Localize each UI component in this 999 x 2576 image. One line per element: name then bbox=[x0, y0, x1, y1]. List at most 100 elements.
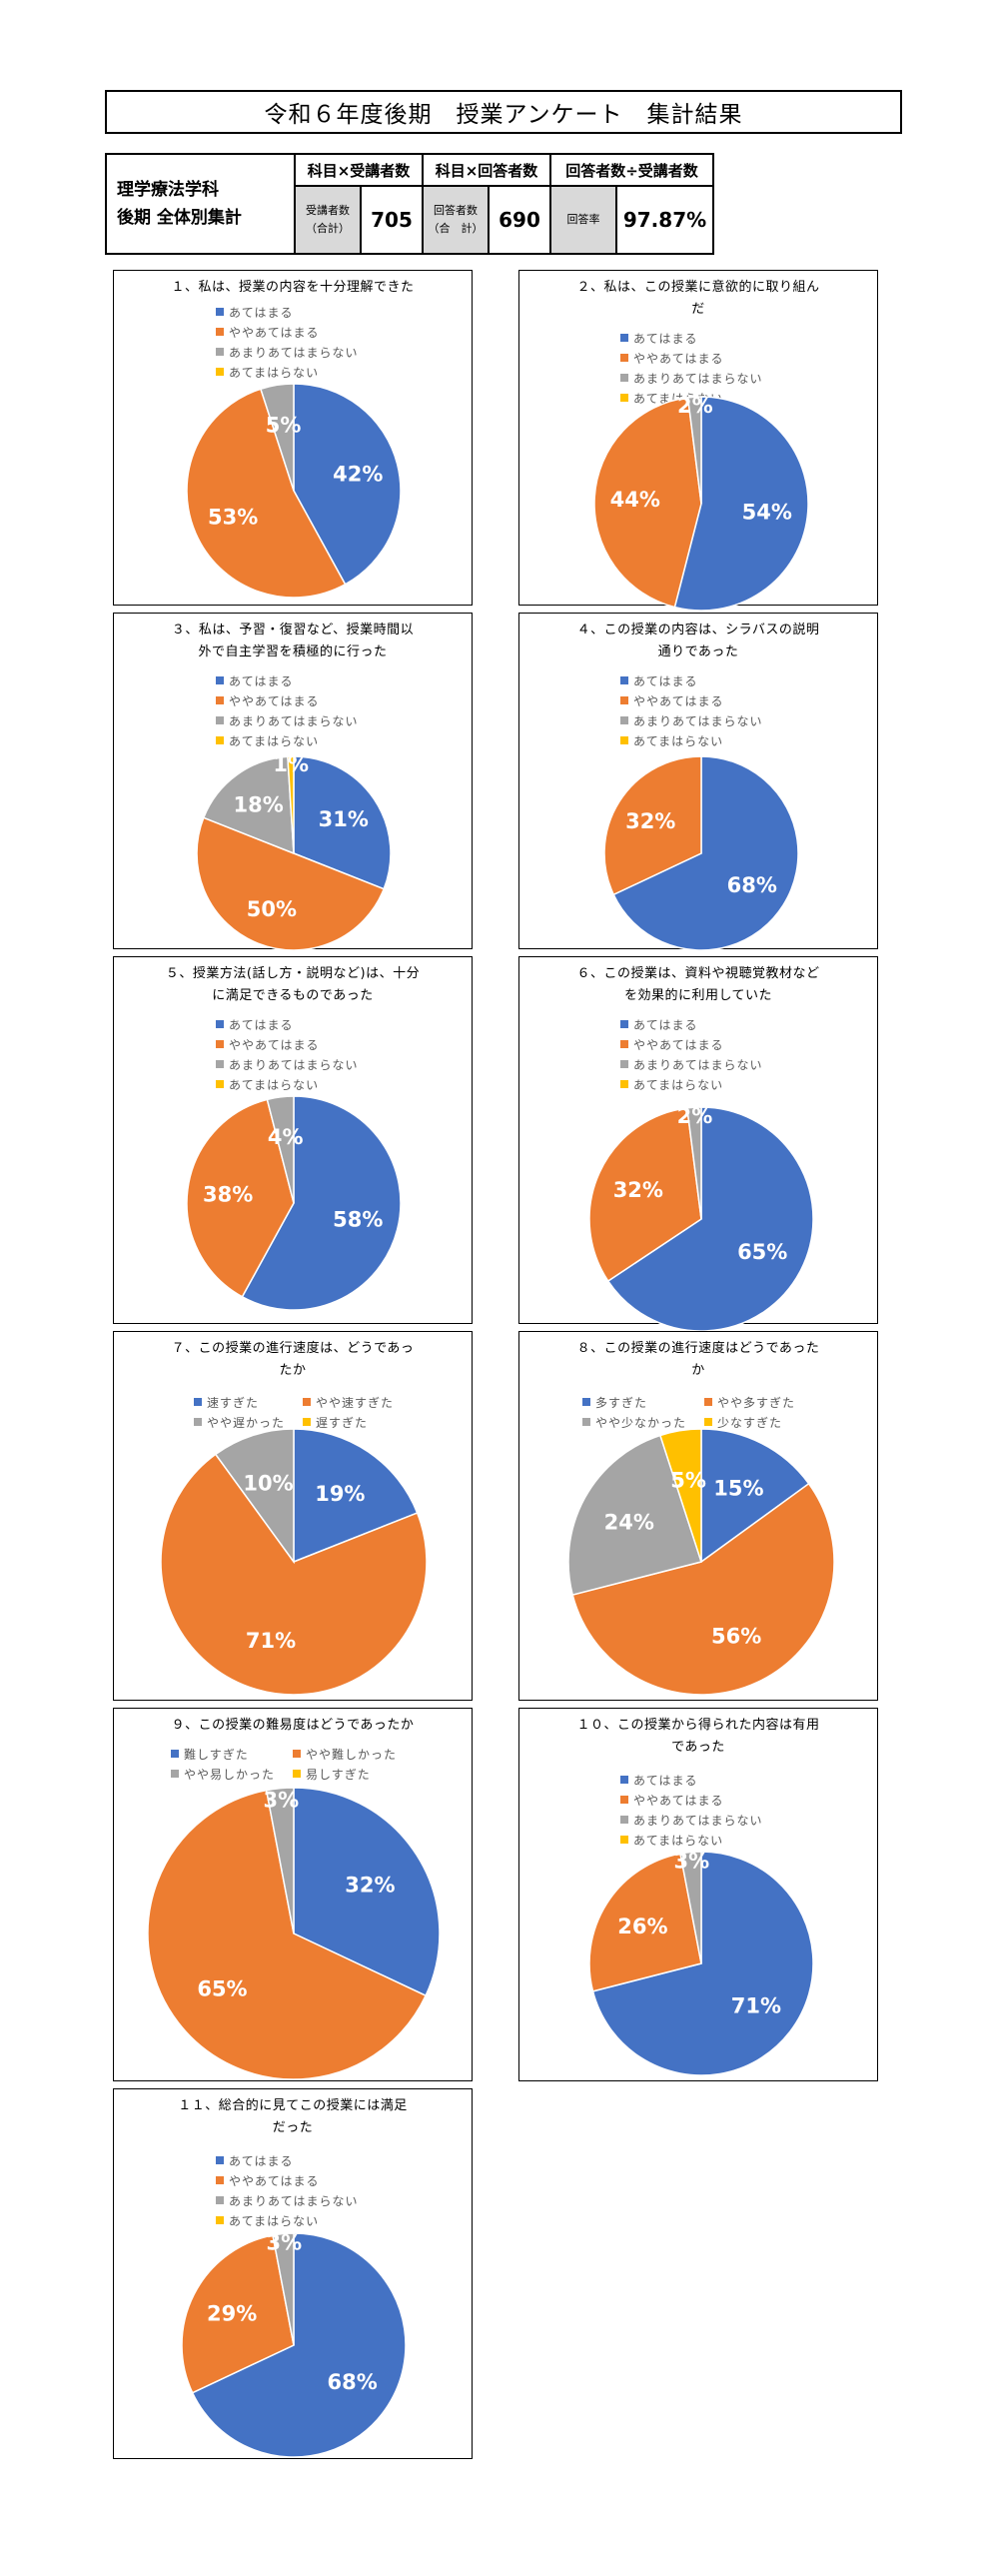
pie-slice bbox=[214, 1428, 295, 1565]
legend-item: あまりあてはまらない bbox=[620, 1810, 763, 1830]
legend-swatch bbox=[216, 2156, 224, 2164]
pie-slice bbox=[181, 2234, 295, 2394]
data-label: 68% bbox=[327, 2370, 377, 2394]
legend-item: あまりあてはまらない bbox=[620, 710, 763, 730]
legend-item: あまりあてはまらない bbox=[620, 1054, 763, 1074]
legend-item: ややあてはまる bbox=[216, 322, 359, 342]
legend-item: 難しすぎた bbox=[171, 1744, 275, 1764]
legend-swatch bbox=[303, 1398, 312, 1406]
pie-slice bbox=[679, 1851, 702, 1964]
legend-label: やや少なかった bbox=[595, 1415, 687, 1430]
dept-scope: 後期 全体別集計 bbox=[117, 208, 242, 228]
pie-slice bbox=[272, 2232, 295, 2346]
legend-label: あてはまる bbox=[633, 673, 698, 688]
data-label: 24% bbox=[604, 1510, 654, 1534]
legend-label: 易しすぎた bbox=[306, 1767, 371, 1782]
chart-title: ７、この授業の進行速度は、どうであっ たか bbox=[171, 1341, 415, 1378]
pie-slice bbox=[658, 1428, 702, 1563]
legend-label: 少なすぎた bbox=[717, 1415, 783, 1430]
pie-slice bbox=[265, 1787, 295, 1934]
legend-item: ややあてはまる bbox=[620, 690, 763, 710]
legend-swatch bbox=[216, 328, 224, 336]
legend-item: あてまはらない bbox=[216, 730, 359, 750]
pie-chart-10: １０、この授業から得られた内容は有用 であった あてはまる ややあてはまる あまりあて… bbox=[518, 1708, 878, 2081]
legend-swatch bbox=[216, 676, 224, 684]
chart-title: ４、この授業の内容は、シラバスの説明 通りであった bbox=[576, 623, 820, 659]
chart-legend: あてはまる ややあてはまる あまりあてはまらない あてまはらない bbox=[216, 1014, 359, 1094]
legend-swatch bbox=[620, 1040, 628, 1048]
legend-swatch bbox=[620, 1796, 628, 1804]
pie-slice bbox=[685, 1106, 702, 1220]
pie-svg: 32% 65% 3% bbox=[147, 1787, 441, 2080]
legend-item: ややあてはまる bbox=[620, 348, 763, 368]
legend-swatch bbox=[171, 1770, 179, 1778]
pie-slice bbox=[241, 1095, 402, 1311]
pie-slice bbox=[191, 2232, 407, 2458]
respondents-label-b: （合 計） bbox=[428, 222, 484, 235]
pie-slice bbox=[612, 755, 799, 951]
legend-swatch bbox=[620, 1836, 628, 1844]
data-label: 2% bbox=[677, 394, 713, 418]
legend-swatch bbox=[620, 1816, 628, 1824]
pie-slice bbox=[571, 1482, 835, 1696]
pie-slice bbox=[287, 755, 295, 854]
legend-label: あてまはらない bbox=[229, 2213, 320, 2228]
data-label: 50% bbox=[247, 897, 297, 921]
legend-label: あてまはらない bbox=[633, 733, 724, 748]
pie-chart-5: ５、授業方法(話し方・説明など)は、十分 に満足できるものであったあてはまる やや… bbox=[113, 956, 473, 1324]
legend-label: 遅すぎた bbox=[316, 1415, 369, 1430]
legend-swatch bbox=[620, 696, 628, 704]
dept-name: 理学療法学科 bbox=[117, 180, 219, 200]
data-label: 65% bbox=[197, 1976, 247, 2000]
data-label: 4% bbox=[268, 1125, 304, 1149]
legend-item: あてはまる bbox=[620, 328, 763, 348]
data-label: 26% bbox=[617, 1915, 667, 1938]
legend-item: あてはまる bbox=[216, 1014, 359, 1034]
legend-label: 多すぎた bbox=[595, 1395, 648, 1410]
data-label: 3% bbox=[673, 1849, 709, 1873]
legend-label: 難しすぎた bbox=[184, 1747, 249, 1762]
legend-swatch bbox=[620, 1080, 628, 1088]
legend-swatch bbox=[194, 1418, 202, 1426]
pie-slice bbox=[259, 383, 295, 492]
chart-title: ６、この授業は、資料や視聴覚教材など を効果的に利用していた bbox=[576, 966, 820, 1003]
respondents-label-a: 回答者数 bbox=[434, 204, 478, 217]
summary-table: 理学療法学科 後期 全体別集計 科目×受講者数 科目×回答者数 回答者数÷受講者… bbox=[105, 153, 714, 255]
data-label: 32% bbox=[625, 809, 675, 833]
chart-legend: 速すぎた やや速すぎた やや遅かった 遅すぎた bbox=[194, 1392, 394, 1432]
chart-title: ５、授業方法(話し方・説明など)は、十分 に満足できるものであった bbox=[165, 966, 421, 1003]
legend-swatch bbox=[620, 676, 628, 684]
chart-title: ９、この授業の難易度はどうであったか bbox=[171, 1718, 415, 1733]
enrolled-label: 受講者数 （合計） bbox=[294, 185, 362, 255]
pie-svg: 54% 44% 2% bbox=[593, 394, 809, 612]
pie-slice bbox=[606, 1106, 814, 1332]
legend-item: あまりあてはまらない bbox=[216, 342, 359, 362]
legend-swatch bbox=[620, 736, 628, 744]
legend-label: あてはまる bbox=[633, 331, 698, 346]
legend-item: あてまはらない bbox=[216, 2210, 359, 2230]
legend-label: あてはまる bbox=[633, 1017, 698, 1032]
legend-swatch bbox=[216, 1040, 224, 1048]
legend-swatch bbox=[171, 1750, 179, 1758]
legend-item: あてはまる bbox=[620, 670, 763, 690]
legend-swatch bbox=[620, 1020, 628, 1028]
chart-legend: 難しすぎた やや難しかった やや易しかった 易しすぎた bbox=[171, 1744, 397, 1784]
legend-item: あまりあてはまらない bbox=[620, 368, 763, 388]
pie-slice bbox=[603, 755, 702, 896]
enrolled-value: 705 bbox=[360, 185, 424, 255]
data-label: 5% bbox=[670, 1469, 706, 1493]
data-label: 42% bbox=[333, 463, 383, 487]
legend-item: 少なすぎた bbox=[704, 1412, 795, 1432]
legend-swatch bbox=[216, 736, 224, 744]
legend-item: あてまはらない bbox=[216, 1074, 359, 1094]
pie-slice bbox=[293, 383, 402, 586]
legend-item: 易しすぎた bbox=[293, 1764, 397, 1784]
data-label: 15% bbox=[713, 1477, 763, 1501]
enrolled-label-b: （合計） bbox=[306, 222, 350, 235]
legend-swatch bbox=[216, 2196, 224, 2204]
pie-slice bbox=[588, 1107, 702, 1283]
legend-swatch bbox=[216, 1020, 224, 1028]
pie-chart-6: ６、この授業は、資料や視聴覚教材など を効果的に利用していたあてはまるややあては… bbox=[518, 956, 878, 1332]
legend-label: ややあてはまる bbox=[633, 1037, 724, 1052]
legend-label: やや易しかった bbox=[184, 1767, 276, 1782]
